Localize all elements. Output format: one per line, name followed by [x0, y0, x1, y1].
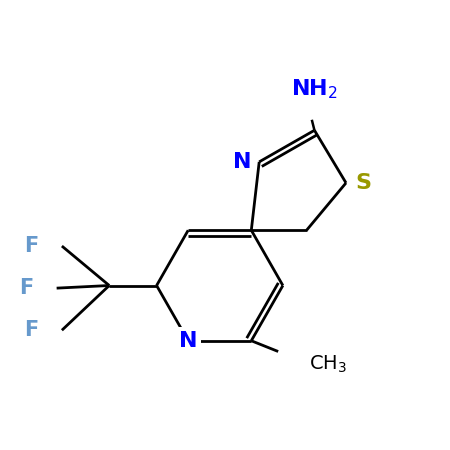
Text: S: S: [356, 173, 372, 193]
Text: F: F: [24, 320, 38, 340]
Text: NH$_2$: NH$_2$: [291, 78, 338, 101]
Text: N: N: [233, 152, 251, 172]
Text: F: F: [24, 236, 38, 256]
Text: CH$_3$: CH$_3$: [309, 354, 347, 375]
Text: N: N: [179, 331, 198, 351]
Text: F: F: [19, 278, 33, 298]
